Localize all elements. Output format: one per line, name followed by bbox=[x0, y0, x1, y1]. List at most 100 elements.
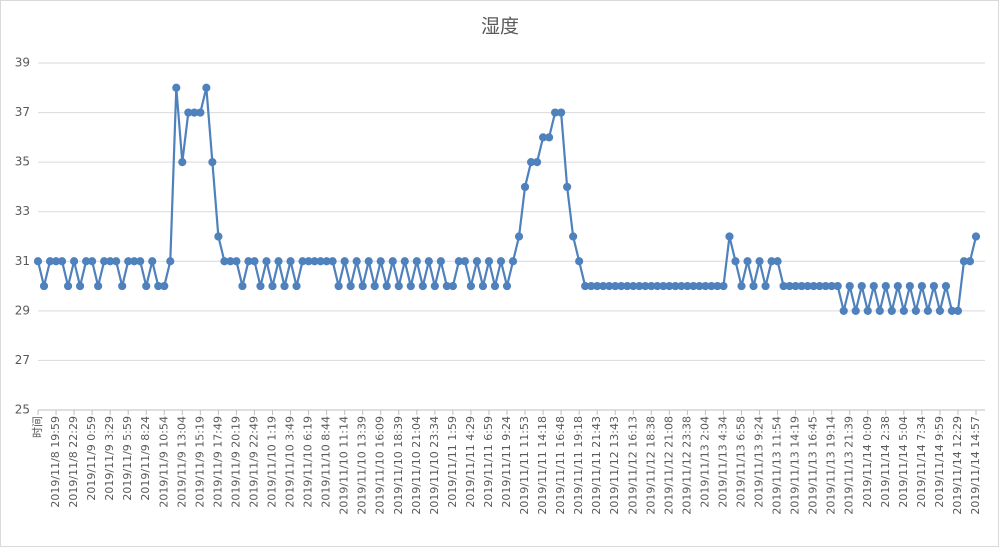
x-tick-label: 2019/11/13 21:39 bbox=[843, 416, 856, 515]
x-tick-label: 2019/11/14 9:59 bbox=[933, 416, 946, 508]
x-tick-label: 2019/11/11 21:43 bbox=[590, 416, 603, 515]
data-point bbox=[280, 281, 289, 291]
y-tick-label: 37 bbox=[15, 105, 30, 119]
x-tick-label: 2019/11/10 16:09 bbox=[374, 416, 387, 515]
data-point bbox=[418, 281, 427, 291]
data-point bbox=[971, 232, 981, 241]
y-tick-label: 27 bbox=[15, 353, 30, 367]
data-point bbox=[887, 306, 896, 315]
data-point bbox=[833, 281, 842, 291]
x-tick-label: 2019/11/10 1:19 bbox=[266, 416, 279, 508]
x-tick-label: 2019/11/10 8:44 bbox=[320, 416, 333, 508]
x-tick-label: 2019/11/12 13:43 bbox=[608, 416, 621, 515]
x-tick-label: 2019/11/9 3:29 bbox=[103, 416, 116, 501]
data-point bbox=[490, 281, 500, 291]
data-point bbox=[232, 257, 241, 266]
x-tick-label: 2019/11/10 13:39 bbox=[356, 416, 369, 515]
data-point bbox=[845, 281, 854, 291]
data-point bbox=[731, 257, 740, 266]
data-point bbox=[857, 281, 866, 291]
x-tick-label: 2019/11/9 20:19 bbox=[229, 416, 242, 508]
data-point bbox=[502, 281, 512, 291]
data-point bbox=[544, 133, 554, 142]
data-point bbox=[358, 281, 367, 291]
x-tick-label: 时间 bbox=[31, 416, 44, 438]
data-point bbox=[935, 306, 945, 315]
data-point bbox=[875, 306, 884, 315]
x-tick-label: 2019/11/11 1:59 bbox=[446, 416, 459, 508]
data-point bbox=[94, 281, 103, 291]
x-tick-label: 2019/11/9 13:04 bbox=[175, 416, 188, 508]
x-tick-label: 2019/11/9 15:19 bbox=[193, 416, 206, 508]
data-point bbox=[514, 232, 524, 241]
data-point bbox=[905, 281, 914, 291]
data-point bbox=[388, 257, 397, 266]
data-point bbox=[743, 257, 752, 266]
data-point bbox=[923, 306, 932, 315]
x-tick-label: 2019/11/13 14:19 bbox=[789, 416, 802, 515]
data-point bbox=[761, 281, 770, 291]
data-point bbox=[382, 281, 391, 291]
y-tick-label: 31 bbox=[15, 254, 30, 268]
x-tick-label: 2019/11/12 16:13 bbox=[626, 416, 639, 515]
data-point bbox=[172, 83, 181, 92]
data-point bbox=[376, 257, 385, 266]
data-point bbox=[69, 257, 79, 266]
x-tick-label: 2019/11/14 7:34 bbox=[915, 416, 928, 508]
data-point bbox=[262, 257, 271, 266]
x-tick-label: 2019/11/11 19:18 bbox=[572, 416, 585, 515]
x-tick-label: 2019/11/14 14:57 bbox=[969, 416, 982, 515]
data-point bbox=[869, 281, 878, 291]
data-point bbox=[238, 281, 247, 291]
data-point bbox=[370, 281, 379, 291]
data-point bbox=[136, 257, 145, 266]
data-point bbox=[484, 257, 494, 266]
x-tick-label: 2019/11/9 8:24 bbox=[139, 416, 152, 501]
data-point bbox=[400, 257, 409, 266]
x-tick-label: 2019/11/9 0:59 bbox=[85, 416, 98, 501]
data-point bbox=[563, 182, 572, 192]
x-tick-label: 2019/11/9 5:59 bbox=[121, 416, 134, 501]
data-point bbox=[929, 281, 939, 291]
data-point bbox=[208, 158, 217, 167]
data-point bbox=[63, 281, 73, 291]
data-point bbox=[953, 306, 963, 315]
data-point bbox=[57, 257, 67, 266]
data-point bbox=[33, 257, 43, 266]
data-point bbox=[478, 281, 488, 291]
data-point bbox=[725, 232, 734, 241]
data-point bbox=[214, 232, 223, 241]
data-point bbox=[508, 257, 518, 266]
x-tick-label: 2019/11/10 11:14 bbox=[338, 416, 351, 515]
data-point bbox=[851, 306, 860, 315]
data-point bbox=[496, 257, 506, 266]
data-point bbox=[39, 281, 49, 291]
data-point bbox=[466, 281, 476, 291]
x-tick-label: 2019/11/11 11:53 bbox=[518, 416, 531, 515]
data-point bbox=[202, 83, 211, 92]
x-tick-label: 2019/11/14 12:29 bbox=[951, 416, 964, 515]
data-point bbox=[112, 257, 121, 266]
y-tick-label: 35 bbox=[15, 155, 30, 169]
x-tick-label: 2019/11/14 0:09 bbox=[861, 416, 874, 508]
data-point bbox=[448, 281, 457, 291]
y-tick-label: 29 bbox=[15, 303, 30, 317]
data-point bbox=[893, 281, 902, 291]
data-point bbox=[394, 281, 403, 291]
x-tick-label: 2019/11/13 11:54 bbox=[771, 416, 784, 515]
data-point bbox=[737, 281, 746, 291]
x-tick-label: 2019/11/10 3:49 bbox=[284, 416, 297, 508]
x-tick-label: 2019/11/8 19:59 bbox=[49, 416, 62, 508]
data-point bbox=[839, 306, 848, 315]
x-tick-label: 2019/11/10 6:19 bbox=[302, 416, 315, 508]
data-point bbox=[749, 281, 758, 291]
data-point bbox=[268, 281, 277, 291]
x-tick-label: 2019/11/13 16:45 bbox=[807, 416, 820, 515]
data-point bbox=[328, 257, 337, 266]
data-point bbox=[346, 281, 355, 291]
data-point bbox=[88, 257, 97, 266]
x-tick-label: 2019/11/8 22:29 bbox=[67, 416, 80, 508]
data-point bbox=[520, 182, 530, 192]
data-point bbox=[118, 281, 127, 291]
